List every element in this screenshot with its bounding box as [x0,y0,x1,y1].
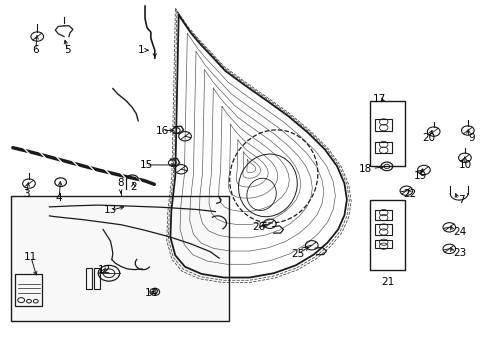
Text: 3: 3 [23,189,30,199]
Text: 9: 9 [468,133,474,143]
Bar [374,141,391,153]
Bar [374,225,391,234]
Text: 5: 5 [64,45,71,55]
Text: 14: 14 [145,288,158,298]
Text: 20: 20 [422,133,434,143]
Text: 24: 24 [452,227,466,237]
Text: 12: 12 [97,265,110,275]
Text: 15: 15 [139,160,152,170]
Text: 4: 4 [56,193,62,203]
Bar [374,240,391,248]
Bar [86,268,92,289]
Text: 19: 19 [412,171,426,181]
Bar [369,101,405,166]
Text: 16: 16 [156,126,169,135]
Bar [94,268,100,289]
Bar [374,210,391,220]
Text: 2: 2 [130,182,136,192]
Bar [374,119,391,131]
Bar [369,200,405,270]
Text: 22: 22 [403,189,416,199]
Text: 11: 11 [24,252,38,262]
Text: 18: 18 [358,164,371,174]
Text: 21: 21 [381,277,394,287]
Text: 10: 10 [457,160,470,170]
Text: 17: 17 [372,94,385,104]
Bar [11,196,228,320]
Bar [15,274,42,306]
Text: 23: 23 [452,248,466,258]
Text: 1: 1 [138,45,144,55]
Text: 6: 6 [32,45,39,55]
Text: 7: 7 [457,195,464,205]
Text: 8: 8 [117,178,123,188]
Text: 26: 26 [252,222,265,232]
Text: 13: 13 [103,206,117,216]
Text: 25: 25 [291,248,304,258]
